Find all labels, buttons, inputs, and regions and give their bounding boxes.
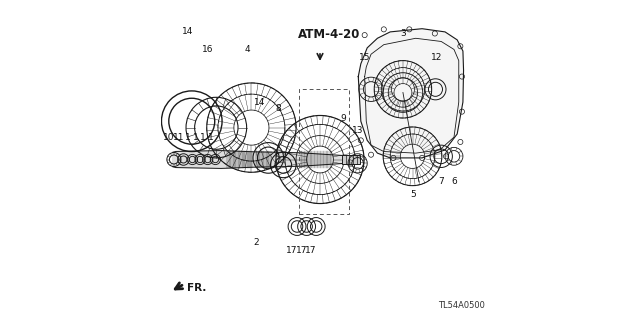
Text: 7: 7 [438,177,444,186]
Text: 16: 16 [202,45,214,54]
Text: 10: 10 [163,133,174,142]
Bar [342,155,360,164]
Text: 13: 13 [352,126,364,135]
Text: 9: 9 [340,114,346,122]
Polygon shape [173,151,342,168]
Text: 17: 17 [296,246,307,255]
Text: 11: 11 [173,133,185,142]
Text: TL54A0500: TL54A0500 [438,301,485,310]
Text: 2: 2 [253,238,259,247]
Text: 14: 14 [182,27,194,36]
Text: 5: 5 [411,190,417,199]
Text: 6: 6 [451,177,457,186]
Text: 1: 1 [208,133,214,142]
Text: 17: 17 [305,246,317,255]
Text: 3: 3 [401,29,406,38]
Text: 12: 12 [431,53,442,62]
Text: 14: 14 [253,98,265,107]
Text: 8: 8 [276,104,282,113]
Text: 15: 15 [359,53,371,62]
Text: 17: 17 [286,246,298,255]
Text: ATM-4-20: ATM-4-20 [298,28,361,41]
Text: 1: 1 [200,133,206,142]
Bar [300,89,349,214]
Text: 1: 1 [193,133,198,142]
Text: FR.: FR. [187,283,206,293]
Text: 1: 1 [185,133,191,142]
Text: 4: 4 [244,45,250,54]
Polygon shape [358,29,463,158]
